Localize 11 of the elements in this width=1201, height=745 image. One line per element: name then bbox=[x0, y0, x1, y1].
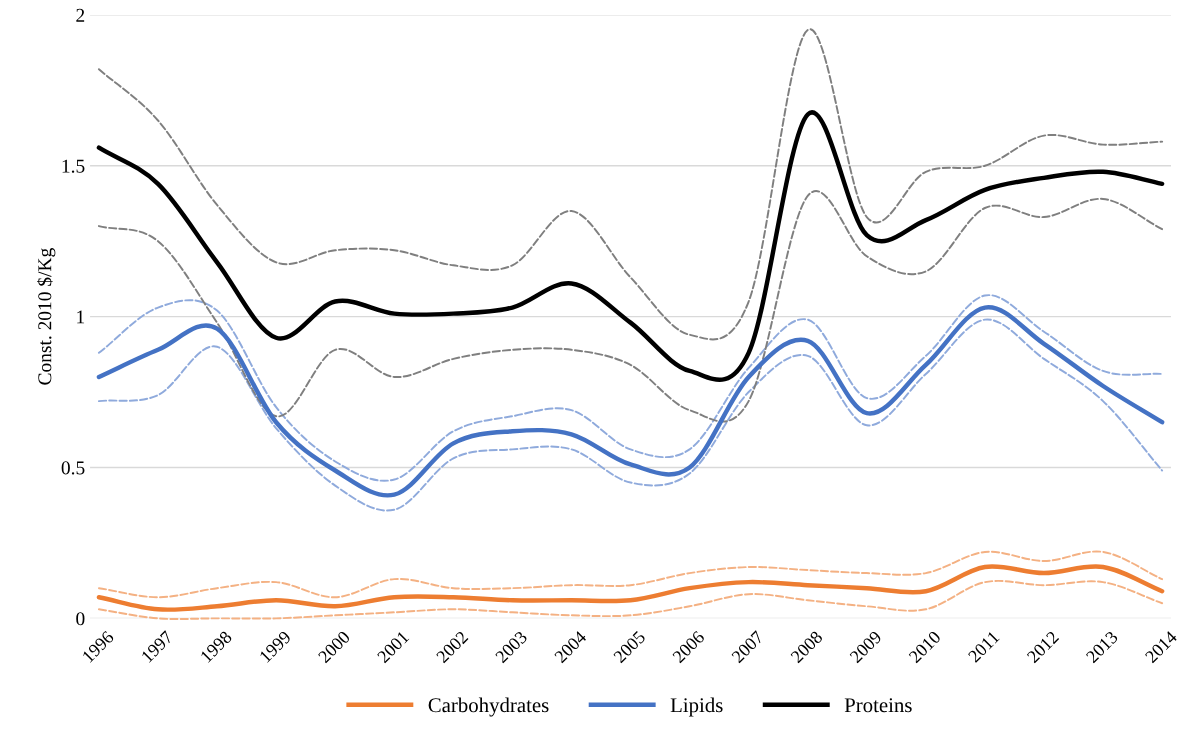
y-axis-title: Const. 2010 $/Kg bbox=[37, 248, 56, 385]
line-series bbox=[96, 564, 1165, 612]
y-tick-label: 1.5 bbox=[62, 159, 85, 173]
legend-label: Carbohydrates bbox=[428, 697, 549, 717]
y-tick-label: 1 bbox=[77, 310, 85, 324]
legend-label: Lipids bbox=[670, 697, 723, 717]
y-tick-label: 0 bbox=[76, 612, 85, 626]
y-tick-label: 0.5 bbox=[61, 461, 85, 475]
y-tick-label: 2 bbox=[76, 8, 85, 22]
legend-label: Proteins bbox=[844, 698, 912, 713]
line-series bbox=[97, 550, 1164, 599]
